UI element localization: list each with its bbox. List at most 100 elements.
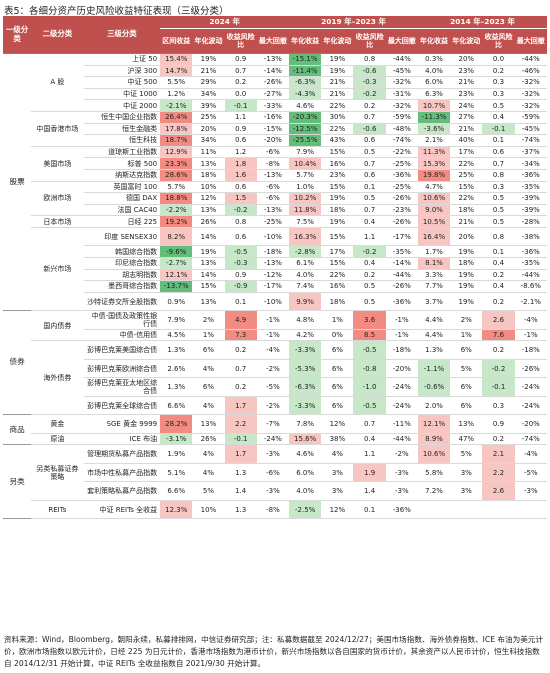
metric-cell: 4.5% — [160, 329, 193, 342]
metric-cell: -0.9 — [224, 280, 257, 293]
metric-cell: 19% — [450, 292, 483, 312]
metric-cell: -59% — [385, 111, 418, 124]
metric-cell: 29% — [192, 76, 225, 89]
metric-cell: -45% — [514, 123, 547, 136]
metric-cell: 9.0% — [417, 204, 451, 217]
metric-cell: -6% — [256, 146, 290, 159]
metric-cell: 19% — [450, 280, 483, 293]
metric-cell: 0.7 — [353, 157, 386, 170]
level3-index: 沪深 300 — [83, 65, 161, 78]
metric-cell: -6% — [256, 181, 290, 194]
metric-cell: 0.7 — [224, 359, 257, 379]
metric-cell: -44% — [385, 433, 418, 446]
metric-cell: -0.5 — [353, 340, 386, 360]
metric-cell: 12% — [321, 500, 354, 520]
metric-cell: 13% — [192, 257, 225, 270]
level3-index: 中债-信用债 — [83, 329, 161, 342]
header-level3: 三级分类 — [83, 16, 161, 54]
metric-cell: 19% — [321, 192, 354, 205]
metric-cell: 2% — [192, 310, 225, 330]
metric-cell: -20% — [514, 414, 547, 434]
metric-cell: -6% — [256, 192, 290, 205]
level3-index: 恒生金融类 — [83, 123, 161, 136]
metric-cell: 26% — [192, 433, 225, 446]
metric-cell: -35% — [514, 257, 547, 270]
table-row: 原油 ICE 布油 -3.1% 26% -0.1 -24% 15.6% 38% 0.4 -44% 8… — [3, 433, 547, 446]
table-row: 沙特证券交所全股指数 0.9% 13% 0.1 -10% 9.9% 18% 0.5 -36% 3.… — [3, 292, 547, 312]
metric-cell: -0.5 — [353, 396, 386, 416]
metric-cell: 1.7% — [417, 245, 451, 258]
metric-cell: 19% — [450, 245, 483, 258]
metric-cell: 1.4 — [353, 481, 386, 501]
metric-cell: -2.1% — [160, 99, 193, 112]
metric-cell: 1.2 — [224, 146, 257, 159]
metric-cell: 23% — [450, 65, 483, 78]
metric-cell: 0.8 — [482, 169, 515, 182]
metric-cell: 12.3% — [160, 500, 193, 520]
metric-cell: -6% — [256, 463, 290, 483]
level2-category: 新兴市场 — [31, 227, 84, 312]
metric-cell: -22% — [385, 146, 418, 159]
metric-cell: 0.3% — [417, 53, 451, 66]
metric-cell: 34% — [192, 88, 225, 101]
metric-cell: -74% — [514, 433, 547, 446]
metric-cell: 17.8% — [160, 123, 193, 136]
metric-cell: -45% — [385, 65, 418, 78]
metric-cell: 6.6% — [160, 481, 193, 501]
metric-cell: 0.6 — [482, 146, 515, 159]
level2-category: 另类私募证券策略 — [31, 444, 84, 501]
metric-cell: 18.7% — [160, 134, 193, 147]
metric-cell: 15.6% — [289, 433, 322, 446]
metric-cell: -38% — [514, 227, 547, 247]
table-row: 胡志明指数 12.1% 14% 0.9 -12% 4.0% 22% 0.2 -44% 3.3% 19… — [3, 269, 547, 282]
metric-cell — [482, 500, 515, 520]
metric-cell: -13% — [256, 257, 290, 270]
metric-cell: -26% — [385, 192, 418, 205]
level3-index: 印尼综合指数 — [83, 257, 161, 270]
level1-category: 商品 — [3, 414, 32, 446]
metric-cell: -17% — [385, 227, 418, 247]
metric-cell: -1% — [256, 310, 290, 330]
metric-cell: 3% — [450, 481, 483, 501]
level1-category: 股票 — [3, 52, 32, 312]
metric-cell: 0.6 — [224, 134, 257, 147]
metric-cell: -32% — [514, 76, 547, 89]
level3-index: 中证 1000 — [83, 88, 161, 101]
metric-cell: 5% — [450, 359, 483, 379]
metric-cell: -2.8% — [289, 245, 322, 258]
footnote: 资料来源：Wind，Bloomberg，朝阳永续，私募排排网，中信证券研究部；注… — [4, 635, 543, 668]
metric-cell: 0.8 — [353, 53, 386, 66]
metric-cell: -0.6 — [353, 123, 386, 136]
metric-cell: 21% — [450, 123, 483, 136]
level1-category: 另类 — [3, 444, 32, 520]
metric-cell: 18.8% — [160, 192, 193, 205]
metric-cell: 22% — [450, 157, 483, 170]
metric-cell: 7.7% — [417, 280, 451, 293]
metric-cell: 13% — [192, 157, 225, 170]
metric-cell: 1% — [450, 329, 483, 342]
metric-cell: 1.1 — [353, 444, 386, 464]
metric-cell: 22% — [321, 123, 354, 136]
header-group-2019-2023: 2019 年–2023 年 — [289, 16, 418, 29]
metric-cell: 21% — [321, 88, 354, 101]
level3-index: 韩国综合指数 — [83, 245, 161, 258]
metric-cell: -33% — [256, 99, 290, 112]
metric-cell: 5% — [192, 481, 225, 501]
metric-cell: 1.7 — [224, 396, 257, 416]
table-row: REITs 中证 REITs 全收益 12.3% 10% 1.3 -8% -2.5% 12% 0… — [3, 500, 547, 520]
metric-cell: 0.1 — [482, 134, 515, 147]
metric-cell: -3% — [256, 481, 290, 501]
metric-cell: -44% — [385, 53, 418, 66]
metric-cell: 1.6 — [224, 169, 257, 182]
metric-cell: -17% — [256, 280, 290, 293]
metric-cell: -3.6% — [417, 123, 451, 136]
metric-cell: 15.3% — [417, 157, 451, 170]
metric-cell: 9.9% — [289, 292, 322, 312]
metric-cell: -4% — [514, 310, 547, 330]
level3-index: 中证 2000 — [83, 99, 161, 112]
metric-cell: -36% — [514, 245, 547, 258]
metric-cell: 6.1% — [289, 257, 322, 270]
metric-cell: -74% — [385, 134, 418, 147]
metric-cell: 14.7% — [160, 65, 193, 78]
metric-cell: -3% — [385, 481, 418, 501]
